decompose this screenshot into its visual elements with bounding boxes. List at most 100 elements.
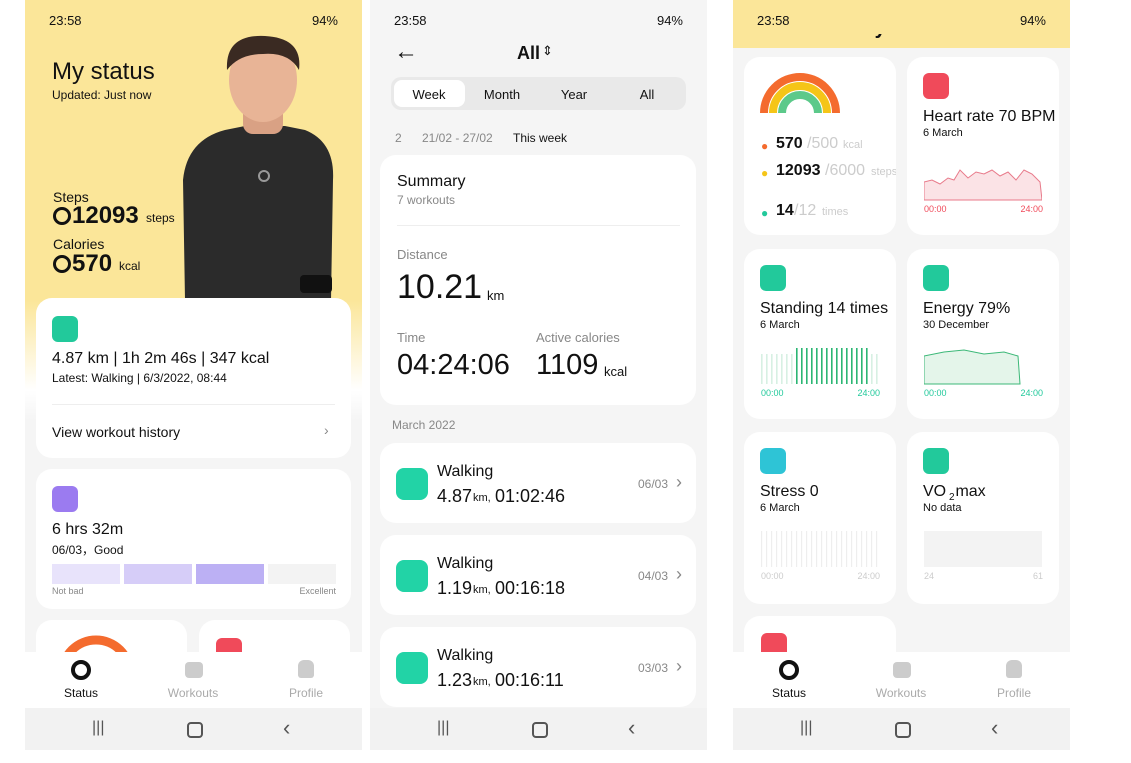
tab-label[interactable]: Status — [63, 686, 99, 700]
summary-title: Summary — [397, 173, 466, 190]
sleep-bar — [268, 564, 336, 584]
distance-label: Distance — [397, 247, 448, 262]
sleep-icon — [52, 486, 78, 512]
axis-label: 61 — [1032, 571, 1043, 581]
recents-button[interactable]: ||| — [800, 719, 813, 736]
workout-distance: 1.19 — [437, 578, 473, 598]
status-battery: 94% — [1019, 13, 1046, 28]
history-link[interactable]: View workout history — [52, 424, 181, 440]
walk-icon — [52, 316, 78, 342]
week-option[interactable]: 21/02 - 27/02 — [422, 131, 493, 145]
ring-icon — [760, 73, 840, 114]
status-time: 23:58 — [49, 13, 82, 28]
steps-label[interactable]: Steps — [53, 189, 89, 205]
status-battery: 94% — [311, 13, 338, 28]
card-title: Energy 79% — [923, 300, 1011, 317]
tab[interactable]: Year — [560, 87, 588, 102]
calories-label[interactable]: Calories — [53, 236, 105, 252]
card-date: 6 March — [760, 502, 800, 514]
calories-value: 1109 — [536, 349, 599, 381]
workout-card[interactable]: Walking 4.87 km, 01:02:46 06/03 › — [380, 443, 696, 523]
workout-unit: km, — [473, 676, 491, 688]
status-time: 23:58 — [757, 13, 790, 28]
card-title-rest: max — [951, 483, 986, 500]
metric-card[interactable]: Energy 79% 30 December 00:00 24:00 — [907, 249, 1059, 419]
time-label: Time — [397, 330, 426, 345]
workout-card[interactable]: 4.87 km | 1h 2m 46s | 347 kcal Latest: W… — [36, 298, 351, 458]
rings-card[interactable]: ● 570 /500 kcal ● 12093 /6000 steps ● 14… — [744, 57, 896, 235]
metric-card[interactable]: Stress 0 6 March 00:00 24:00 — [744, 432, 896, 604]
status-tab-icon — [779, 660, 799, 680]
walk-icon — [396, 468, 428, 500]
tab-label[interactable]: Profile — [996, 686, 1032, 700]
home-button[interactable] — [532, 722, 548, 738]
tab-bar: Status Workouts Profile — [733, 652, 1070, 708]
tab[interactable]: All — [639, 87, 655, 102]
home-button[interactable] — [895, 722, 911, 738]
chevron: › — [676, 472, 682, 492]
calories-unit: kcal — [119, 259, 141, 273]
workout-card[interactable]: Walking 1.23 km, 00:16:11 03/03 › — [380, 627, 696, 707]
recents-button[interactable]: ||| — [92, 719, 105, 736]
recents-button[interactable]: ||| — [437, 719, 450, 736]
home-button[interactable] — [187, 722, 203, 738]
standing-icon: ● — [761, 206, 769, 220]
ring-value: 570 — [776, 135, 803, 152]
axis-label: 00:00 — [761, 388, 784, 398]
tab-label[interactable]: Profile — [288, 686, 324, 700]
workout-date: 03/03 — [637, 661, 668, 675]
week-option[interactable]: 2 — [395, 131, 402, 145]
ring-unit: times — [822, 206, 849, 218]
back-arrow[interactable]: ← — [394, 38, 418, 65]
walk-icon — [396, 652, 428, 684]
sleep-bar — [124, 564, 192, 584]
selected-tab — [394, 80, 465, 107]
metric-card[interactable]: Standing 14 times 6 March 00:00 24:00 — [744, 249, 896, 419]
axis-label: 24 — [924, 571, 935, 581]
tab-label[interactable]: Workouts — [167, 686, 219, 700]
steps-icon: ● — [761, 166, 769, 180]
card-icon — [923, 448, 949, 474]
week-option[interactable]: This week — [513, 131, 568, 145]
tab[interactable]: Month — [483, 87, 521, 102]
metric-card[interactable]: VO 2 max No data 24 61 — [907, 432, 1059, 604]
divider — [397, 225, 680, 226]
chevron: › — [676, 656, 682, 676]
status-bar: 23:58 94% — [733, 0, 1070, 34]
card-title: Standing 14 times — [760, 300, 889, 317]
axis-label: 24:00 — [857, 571, 880, 581]
tab-label[interactable]: Workouts — [875, 686, 927, 700]
system-nav: ||| ‹ — [370, 708, 707, 750]
axis-label: 00:00 — [924, 388, 947, 398]
month-header: March 2022 — [392, 418, 456, 432]
ring-goal: /6000 — [825, 162, 866, 179]
card-icon — [760, 448, 786, 474]
sleep-bar — [196, 564, 264, 584]
header[interactable]: All — [517, 43, 541, 63]
axis-label: 00:00 — [924, 204, 947, 214]
workout-distance: 4.87 — [437, 486, 473, 506]
screen-status-scrolled: My status 23:58 94% ● 570 /500 kcal ● 12… — [733, 0, 1070, 750]
calories-value: 570 — [72, 250, 113, 277]
status-time: 23:58 — [394, 13, 427, 28]
calories-icon — [53, 255, 71, 273]
tab-bar: Status Workouts Profile — [25, 652, 362, 708]
header-toggle[interactable]: ⇕ — [542, 43, 553, 58]
tab[interactable]: Week — [412, 87, 446, 102]
calories-unit: kcal — [604, 364, 628, 379]
workout-latest: Latest: Walking | 6/3/2022, 08:44 — [52, 371, 227, 385]
time-value: 04:24:06 — [397, 349, 510, 381]
workout-unit: km, — [473, 492, 491, 504]
back-button[interactable]: ‹ — [628, 715, 636, 740]
back-button[interactable]: ‹ — [283, 715, 291, 740]
tab-label[interactable]: Status — [771, 686, 807, 700]
back-button[interactable]: ‹ — [991, 715, 999, 740]
workout-card[interactable]: Walking 1.19 km, 00:16:18 04/03 › — [380, 535, 696, 615]
status-tab-icon — [71, 660, 91, 680]
workout-name: Walking — [437, 647, 494, 664]
steps-value: 12093 — [72, 202, 139, 229]
sleep-card[interactable]: 6 hrs 32m 06/03，Good Not bad Excellent — [36, 469, 351, 609]
chevron: › — [676, 564, 682, 584]
distance-unit: km — [487, 288, 505, 303]
metric-card[interactable]: Heart rate 70 BPM 6 March 00:00 24:00 — [907, 57, 1059, 235]
